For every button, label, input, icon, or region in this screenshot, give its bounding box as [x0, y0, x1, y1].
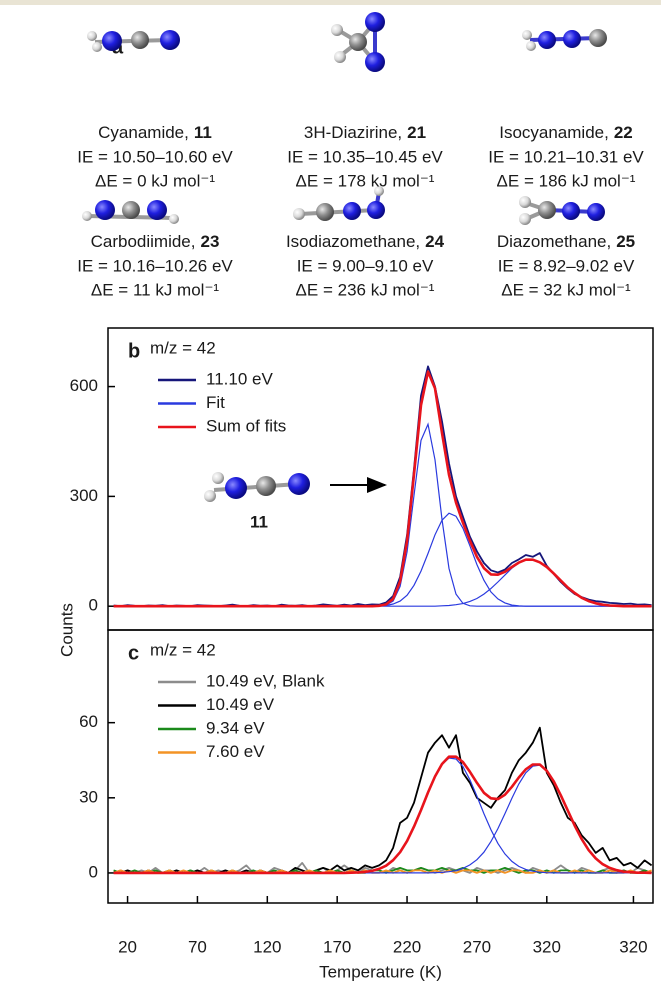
- molecule-name-text: Isocyanamide,: [499, 123, 609, 142]
- molecule-22: [522, 29, 607, 51]
- x-tick-label: 70: [188, 937, 207, 956]
- x-axis-label: Temperature (K): [319, 962, 442, 981]
- annotation: m/z = 42: [150, 640, 216, 659]
- series-line: [113, 755, 652, 875]
- series-line: [113, 370, 652, 608]
- molecule-number: 24: [425, 232, 444, 251]
- legend-label: Fit: [206, 393, 225, 412]
- y-tick-label: 60: [79, 712, 98, 731]
- fit-line: [113, 422, 652, 607]
- relative-energy: ΔE = 186 kJ mol⁻¹: [497, 171, 636, 190]
- molecule-name-text: Carbodiimide,: [91, 232, 196, 251]
- molecule-name: Isodiazomethane, 24: [286, 232, 445, 251]
- molecule-number: 11: [194, 123, 212, 142]
- relative-energy: ΔE = 11 kJ mol⁻¹: [91, 280, 220, 299]
- molecule-name-text: Cyanamide,: [98, 123, 189, 142]
- y-tick-label: 0: [89, 862, 98, 881]
- y-axis-label: Counts: [57, 603, 76, 657]
- fit-line: [113, 559, 652, 607]
- molecule-name-text: Isodiazomethane,: [286, 232, 420, 251]
- molecule-number: 21: [407, 123, 426, 142]
- ionization-energy: IE = 10.50–10.60 eV: [77, 147, 233, 166]
- panel-label: c: [128, 642, 139, 664]
- fit-line: [113, 512, 652, 607]
- x-tick-label: 120: [253, 937, 281, 956]
- molecule-number: 22: [614, 123, 633, 142]
- ionization-energy: IE = 10.21–10.31 eV: [488, 147, 644, 166]
- molecule-name-text: Diazomethane,: [497, 232, 611, 251]
- y-tick-label: 30: [79, 787, 98, 806]
- relative-energy: ΔE = 32 kJ mol⁻¹: [501, 280, 631, 299]
- molecule-11: [87, 30, 180, 52]
- top-rule: [0, 0, 661, 5]
- annotation: m/z = 42: [150, 338, 216, 357]
- molecule-name: Diazomethane, 25: [497, 232, 635, 251]
- ionization-energy: IE = 10.16–10.26 eV: [77, 256, 233, 275]
- ionization-energy: IE = 9.00–9.10 eV: [297, 256, 434, 275]
- x-tick-label: 320: [619, 937, 647, 956]
- molecule-label: 11: [250, 512, 268, 531]
- y-tick-label: 0: [89, 596, 98, 615]
- molecule-24: [293, 186, 385, 221]
- molecule-name: Carbodiimide, 23: [91, 232, 220, 251]
- legend-label: 9.34 eV: [206, 718, 265, 737]
- relative-energy: ΔE = 236 kJ mol⁻¹: [296, 280, 435, 299]
- y-tick-label: 600: [70, 376, 98, 395]
- series-line: [113, 726, 653, 874]
- molecule-23: [82, 200, 179, 224]
- y-tick-label: 300: [70, 486, 98, 505]
- molecule-25: [519, 196, 605, 225]
- molecule-number: 25: [616, 232, 635, 251]
- plot-frame: [107, 629, 654, 904]
- ionization-energy: IE = 8.92–9.02 eV: [498, 256, 635, 275]
- molecule-name-text: 3H-Diazirine,: [304, 123, 402, 142]
- molecule-number: 23: [200, 232, 219, 251]
- x-tick-label: 170: [323, 937, 351, 956]
- molecule-name: Isocyanamide, 22: [499, 123, 633, 142]
- plot-frame: [107, 327, 654, 631]
- x-tick-label: 20: [118, 937, 137, 956]
- ionization-energy: IE = 10.35–10.45 eV: [287, 147, 443, 166]
- legend-label: 11.10 eV: [206, 369, 273, 388]
- x-tick-label: 320: [533, 937, 561, 956]
- molecule-name: 3H-Diazirine, 21: [304, 123, 426, 142]
- legend-label: 10.49 eV, Blank: [206, 671, 325, 690]
- relative-energy: ΔE = 0 kJ mol⁻¹: [95, 171, 215, 190]
- relative-energy: ΔE = 178 kJ mol⁻¹: [296, 171, 435, 190]
- molecule-11-inset: [204, 472, 387, 502]
- x-tick-label: 220: [393, 937, 421, 956]
- molecule-name: Cyanamide, 11: [98, 123, 212, 142]
- legend-label: 10.49 eV: [206, 695, 275, 714]
- molecule-21: [331, 12, 385, 72]
- legend-label: 7.60 eV: [206, 742, 265, 761]
- panel-label: b: [128, 340, 140, 362]
- x-tick-label: 270: [463, 937, 491, 956]
- legend-label: Sum of fits: [206, 416, 286, 435]
